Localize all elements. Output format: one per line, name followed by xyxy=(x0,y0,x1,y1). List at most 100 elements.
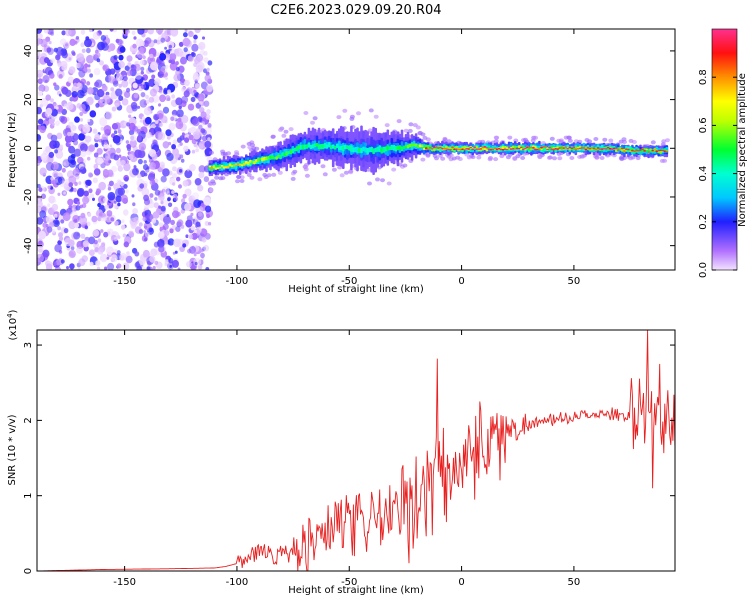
noise-blob xyxy=(37,160,41,166)
ridge-halo xyxy=(493,135,499,140)
noise-blob xyxy=(125,140,130,144)
noise-blob xyxy=(74,116,80,123)
noise-blob xyxy=(37,217,44,225)
noise-blob xyxy=(139,99,148,108)
ridge-cell xyxy=(526,146,529,149)
noise-blob xyxy=(132,125,138,132)
ridge-cell xyxy=(455,148,458,150)
snr-line xyxy=(37,330,675,571)
ridge-halo xyxy=(505,155,511,160)
noise-blob xyxy=(96,58,101,63)
noise-blob xyxy=(69,38,76,47)
ridge-halo xyxy=(251,146,257,151)
noise-blob xyxy=(168,202,173,208)
ridge-cell xyxy=(647,151,650,153)
noise-blob xyxy=(180,158,185,163)
noise-blob xyxy=(162,141,170,149)
noise-blob xyxy=(73,231,81,240)
ridge-cell xyxy=(277,154,280,158)
noise-blob xyxy=(177,157,181,161)
noise-blob xyxy=(86,81,91,86)
noise-blob xyxy=(165,95,171,102)
ridge-cell xyxy=(606,147,610,149)
noise-blob xyxy=(117,187,126,196)
noise-blob xyxy=(145,131,152,139)
noise-blob xyxy=(95,260,101,266)
ridge-halo xyxy=(425,153,431,158)
noise-blob xyxy=(122,75,128,82)
ridge-halo xyxy=(661,139,667,144)
ridge-cell xyxy=(623,150,626,153)
ridge-cell xyxy=(631,147,634,151)
ridge-cell xyxy=(348,145,351,151)
ridge-cell xyxy=(396,145,400,151)
ridge-cell xyxy=(402,146,406,150)
ridge-cell xyxy=(214,167,218,170)
ridge-halo xyxy=(487,157,493,162)
noise-blob xyxy=(192,131,201,140)
ridge-cell xyxy=(449,149,452,151)
noise-blob xyxy=(152,123,156,127)
ridge-cell xyxy=(546,148,549,151)
ridge-cell xyxy=(663,150,667,153)
ridge-halo xyxy=(209,150,214,155)
ridge-cell xyxy=(604,148,608,150)
noise-blob xyxy=(68,146,72,150)
noise-blob xyxy=(138,142,147,151)
noise-blob xyxy=(139,40,145,47)
ridge-cell xyxy=(536,148,539,151)
noise-blob xyxy=(141,187,150,197)
snr-series xyxy=(37,330,675,571)
noise-blob xyxy=(63,162,67,166)
ridge-halo xyxy=(665,138,670,143)
noise-blob xyxy=(145,37,152,45)
noise-blob xyxy=(152,211,160,219)
ridge-cell xyxy=(499,148,503,151)
noise-blob xyxy=(134,251,140,257)
ridge-halo xyxy=(602,137,608,142)
noise-blob xyxy=(206,84,214,93)
y-tick-label: 2 xyxy=(23,417,34,423)
noise-blob xyxy=(59,236,64,242)
ridge-cell xyxy=(443,147,446,150)
noise-blob xyxy=(132,167,139,176)
noise-blob xyxy=(57,240,62,246)
noise-blob xyxy=(100,126,105,131)
noise-blob xyxy=(154,189,161,196)
noise-blob xyxy=(65,29,72,37)
ridge-cell xyxy=(435,146,438,148)
noise-blob xyxy=(78,258,86,267)
ridge-cell xyxy=(433,146,436,149)
ridge-cell xyxy=(540,146,543,149)
noise-blob xyxy=(128,129,135,136)
ridge-cell xyxy=(635,149,638,152)
noise-blob xyxy=(111,123,119,130)
noise-blob xyxy=(46,226,53,233)
noise-blob xyxy=(66,266,69,270)
noise-blob xyxy=(198,101,203,105)
ridge-cell xyxy=(657,150,660,154)
noise-blob xyxy=(164,240,168,245)
noise-blob xyxy=(159,94,166,103)
noise-blob xyxy=(139,183,145,189)
ridge-cell xyxy=(445,145,448,149)
noise-blob xyxy=(48,187,55,195)
y-tick-label: 20 xyxy=(23,93,34,106)
ridge-halo xyxy=(375,177,380,182)
noise-blob xyxy=(39,104,43,108)
colorbar-ticks: 0.0 0.2 0.4 0.6 0.8 xyxy=(698,69,737,278)
noise-blob xyxy=(176,67,180,72)
noise-blob xyxy=(164,262,168,266)
noise-blob xyxy=(80,212,86,219)
ridge-cell xyxy=(230,165,234,167)
ridge-halo xyxy=(420,157,426,162)
noise-blob xyxy=(81,203,87,209)
noise-blob xyxy=(149,53,154,59)
noise-blob xyxy=(181,132,185,136)
ridge-cell xyxy=(392,144,396,151)
ridge-cell xyxy=(451,147,454,152)
noise-blob xyxy=(107,262,115,270)
noise-blob xyxy=(193,34,198,40)
noise-blob xyxy=(194,29,201,34)
